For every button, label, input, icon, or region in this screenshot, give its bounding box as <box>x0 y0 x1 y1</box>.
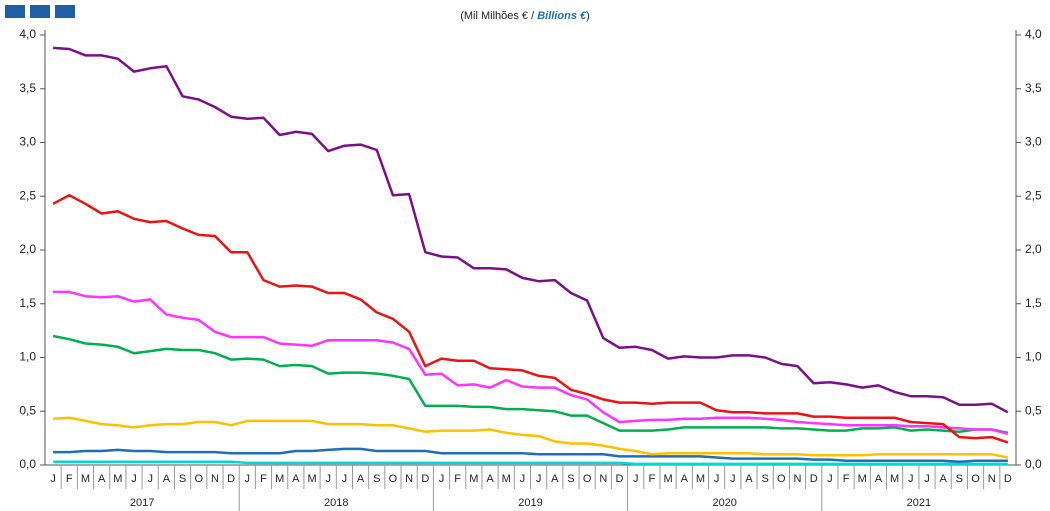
x-tick-label: S <box>567 473 574 485</box>
year-label: 2020 <box>712 497 736 509</box>
x-tick-label: N <box>794 473 802 485</box>
x-tick-label: J <box>924 473 930 485</box>
series-line <box>52 334 1009 435</box>
x-tick-label: S <box>956 473 963 485</box>
x-tick-label: J <box>714 473 720 485</box>
y-tick-label: 0,0 <box>19 457 36 471</box>
year-label: 2017 <box>130 497 154 509</box>
x-tick-label: O <box>389 473 398 485</box>
y-tick-label: 1,0 <box>19 350 36 364</box>
x-tick-label: A <box>551 473 559 485</box>
x-tick-label: M <box>663 473 672 485</box>
x-tick-label: J <box>50 473 56 485</box>
series-line <box>52 193 1009 444</box>
x-tick-label: F <box>843 473 850 485</box>
x-tick-label: J <box>342 473 348 485</box>
x-tick-label: J <box>245 473 251 485</box>
chart-subtitle: (Mil Milhões € / Billions €) <box>460 10 590 22</box>
x-tick-label: J <box>827 473 833 485</box>
x-tick-label: A <box>875 473 883 485</box>
x-tick-label: M <box>502 473 511 485</box>
x-tick-label: A <box>292 473 300 485</box>
logo-block <box>5 5 25 18</box>
x-tick-label: A <box>486 473 494 485</box>
x-tick-label: J <box>536 473 542 485</box>
subtitle-end: ) <box>586 10 590 22</box>
x-tick-label: N <box>211 473 219 485</box>
series-line <box>53 460 1008 466</box>
x-tick-label: M <box>113 473 122 485</box>
series-line <box>53 447 1008 464</box>
x-tick-label: A <box>163 473 171 485</box>
y-tick-label: 4,0 <box>19 27 36 41</box>
y-tick-label: 3,5 <box>19 81 36 95</box>
y-tick-label: 0,5 <box>19 403 36 417</box>
y2-tick-label: 3,0 <box>1025 135 1042 149</box>
x-tick-label: D <box>227 473 235 485</box>
year-label: 2021 <box>907 497 931 509</box>
x-tick-label: A <box>98 473 106 485</box>
y2-tick-label: 2,0 <box>1025 242 1042 256</box>
subtitle-en: Billions € <box>537 10 587 22</box>
x-tick-label: J <box>439 473 445 485</box>
x-tick-label: A <box>681 473 689 485</box>
x-tick-label: S <box>373 473 380 485</box>
x-tick-label: F <box>260 473 267 485</box>
x-tick-label: O <box>194 473 203 485</box>
x-tick-label: F <box>649 473 656 485</box>
x-tick-label: M <box>307 473 316 485</box>
y-tick-label: 3,0 <box>19 135 36 149</box>
x-tick-label: D <box>421 473 429 485</box>
x-tick-label: J <box>147 473 153 485</box>
x-tick-label: M <box>858 473 867 485</box>
x-tick-label: S <box>761 473 768 485</box>
x-tick-label: N <box>599 473 607 485</box>
x-tick-label: F <box>454 473 461 485</box>
x-tick-label: N <box>988 473 996 485</box>
y-tick-label: 2,0 <box>19 242 36 256</box>
y-tick-label: 1,5 <box>19 296 36 310</box>
x-tick-label: J <box>633 473 639 485</box>
x-tick-label: M <box>275 473 284 485</box>
series-line <box>53 416 1009 459</box>
x-tick-label: N <box>405 473 413 485</box>
x-tick-label: S <box>179 473 186 485</box>
y2-tick-label: 1,5 <box>1025 296 1042 310</box>
series-line <box>53 46 1009 414</box>
logo-block <box>55 5 75 18</box>
x-tick-label: M <box>81 473 90 485</box>
x-tick-label: A <box>357 473 365 485</box>
year-label: 2019 <box>518 497 542 509</box>
y-tick-label: 2,5 <box>19 188 36 202</box>
x-tick-label: J <box>730 473 736 485</box>
x-tick-label: O <box>583 473 592 485</box>
y2-tick-label: 4,0 <box>1025 27 1042 41</box>
x-tick-label: J <box>131 473 137 485</box>
x-tick-label: D <box>1004 473 1012 485</box>
x-tick-label: J <box>520 473 526 485</box>
y2-tick-label: 2,5 <box>1025 188 1042 202</box>
series-line <box>53 290 1009 436</box>
y2-tick-label: 3,5 <box>1025 81 1042 95</box>
y2-tick-label: 1,0 <box>1025 350 1042 364</box>
x-tick-label: M <box>469 473 478 485</box>
x-tick-label: J <box>325 473 331 485</box>
year-label: 2018 <box>324 497 348 509</box>
x-tick-label: M <box>890 473 899 485</box>
x-tick-label: F <box>66 473 73 485</box>
x-tick-label: J <box>908 473 914 485</box>
x-tick-label: M <box>696 473 705 485</box>
x-tick-label: O <box>971 473 980 485</box>
logo-block <box>30 5 50 18</box>
y2-tick-label: 0,5 <box>1025 403 1042 417</box>
y2-tick-label: 0,0 <box>1025 457 1042 471</box>
x-tick-label: D <box>810 473 818 485</box>
subtitle-pt: (Mil Milhões € / <box>460 10 535 22</box>
x-tick-label: A <box>745 473 753 485</box>
x-tick-label: D <box>616 473 624 485</box>
x-tick-label: O <box>777 473 786 485</box>
x-tick-label: A <box>940 473 948 485</box>
